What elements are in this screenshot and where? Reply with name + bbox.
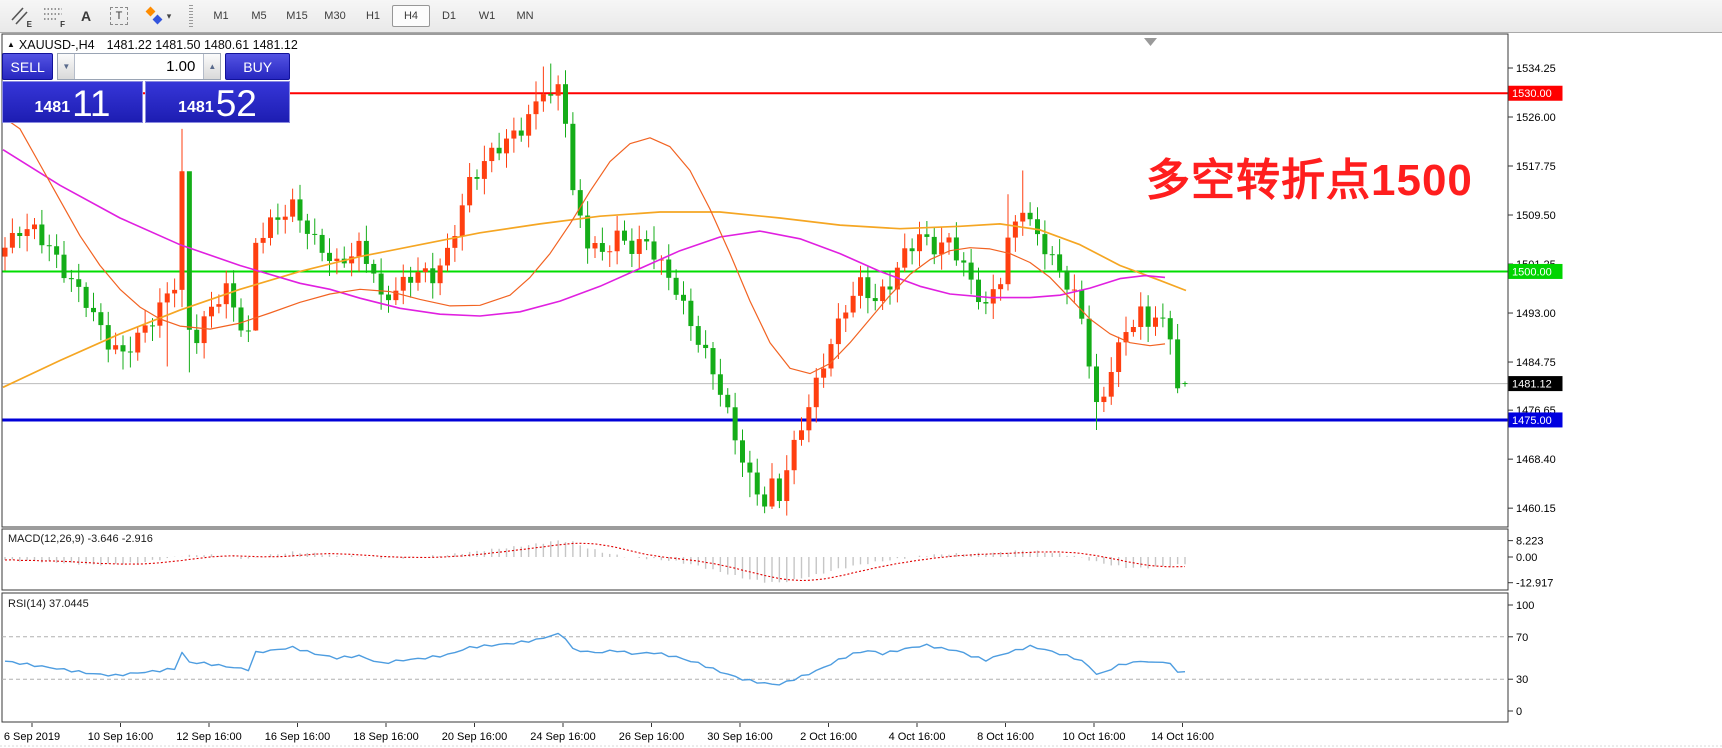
svg-text:1500.00: 1500.00 (1512, 266, 1552, 278)
tf-button-H4[interactable]: H4 (392, 5, 430, 27)
svg-text:8 Oct 16:00: 8 Oct 16:00 (977, 731, 1034, 743)
ma-fast-line (2, 116, 1166, 375)
equidistant-channel-icon[interactable]: E (7, 3, 33, 29)
svg-text:-12.917: -12.917 (1516, 578, 1553, 590)
arrows-shapes-icon[interactable]: ▾ (139, 3, 175, 29)
price-badge-1475.00 (1508, 412, 1563, 428)
svg-text:1534.25: 1534.25 (1516, 63, 1556, 75)
text-icon[interactable]: A (73, 3, 99, 29)
svg-text:100: 100 (1516, 600, 1534, 612)
buy-price-big: 52 (215, 82, 257, 124)
rsi-label: RSI(14) 37.0445 (8, 598, 89, 610)
price-badge-1530.00 (1508, 85, 1563, 101)
sell-price-small: 1481 (34, 99, 71, 116)
text-label-icon[interactable]: T (106, 3, 132, 29)
ohlc-values: 1481.22 1481.50 1480.61 1481.12 (106, 38, 298, 52)
icon-letter-t: T (110, 7, 128, 25)
icon-letter-f: F (60, 20, 65, 29)
macd-signal-line (4, 542, 1186, 582)
svg-text:16 Sep 16:00: 16 Sep 16:00 (265, 731, 330, 743)
tf-button-W1[interactable]: W1 (478, 10, 496, 22)
svg-text:10 Sep 16:00: 10 Sep 16:00 (88, 731, 153, 743)
panel-frames (1, 33, 1509, 723)
tf-button-M15[interactable]: M15 (286, 10, 308, 22)
svg-text:1493.00: 1493.00 (1516, 308, 1556, 320)
candlestick-series (2, 63, 1188, 516)
tf-button-MN[interactable]: MN (516, 10, 534, 22)
tf-button-D1[interactable]: D1 (441, 10, 457, 22)
svg-text:1509.50: 1509.50 (1516, 210, 1556, 222)
svg-text:70: 70 (1516, 632, 1528, 644)
svg-text:1530.00: 1530.00 (1512, 88, 1552, 100)
svg-text:1468.40: 1468.40 (1516, 454, 1556, 466)
rsi-indicator: RSI(14) 37.0445 100 70 30 0 (2, 598, 1534, 718)
svg-text:1460.15: 1460.15 (1516, 503, 1556, 515)
tf-button-H1[interactable]: H1 (365, 10, 381, 22)
macd-label: MACD(12,26,9) -3.646 -2.916 (8, 533, 153, 545)
chevron-down-icon: ▾ (166, 10, 172, 21)
toolbar-drag-handle[interactable] (189, 5, 193, 27)
svg-text:4 Oct 16:00: 4 Oct 16:00 (889, 731, 946, 743)
svg-text:18 Sep 16:00: 18 Sep 16:00 (353, 731, 418, 743)
svg-text:1475.00: 1475.00 (1512, 415, 1552, 427)
one-click-trading-panel: SELL ▼ ▲ BUY 1481 11 1481 52 (2, 53, 290, 123)
svg-text:24 Sep 16:00: 24 Sep 16:00 (530, 731, 595, 743)
date-axis: 6 Sep 2019 10 Sep 16:00 12 Sep 16:00 16 Sep… (0, 723, 1722, 747)
icon-letter-a: A (80, 8, 92, 24)
chart-title: ▲ XAUUSD-,H4 1481.22 1481.50 1480.61 1481.… (7, 38, 298, 52)
svg-text:30: 30 (1516, 674, 1528, 686)
symbol-triangle-icon: ▲ (7, 40, 15, 49)
svg-text:1484.75: 1484.75 (1516, 357, 1556, 369)
sell-price-big: 11 (72, 82, 111, 124)
svg-text:14 Oct 16:00: 14 Oct 16:00 (1151, 731, 1214, 743)
svg-text:12 Sep 16:00: 12 Sep 16:00 (176, 731, 241, 743)
svg-text:10 Oct 16:00: 10 Oct 16:00 (1063, 731, 1126, 743)
horizontal-line-objects (2, 92, 1508, 422)
buy-price-small: 1481 (178, 99, 214, 116)
rsi-line (4, 632, 1186, 686)
icon-letter-e: E (26, 20, 32, 29)
chart-shift-marker (1144, 38, 1157, 46)
volume-input[interactable] (75, 54, 204, 79)
symbol-period: XAUUSD-,H4 (18, 38, 95, 52)
svg-text:8.223: 8.223 (1516, 536, 1544, 548)
toolbar: E F A T ▾ M1 M5 M15 M30 H1 H4 D1 W1 MN (0, 0, 1722, 33)
sell-price-box[interactable]: 1481 11 (2, 81, 144, 124)
volume-decrease-button[interactable]: ▼ (58, 54, 76, 79)
svg-text:30 Sep 16:00: 30 Sep 16:00 (707, 731, 772, 743)
svg-text:1481.12: 1481.12 (1512, 379, 1552, 391)
macd-indicator: MACD(12,26,9) -3.646 -2.916 8.223 0.00 -12.… (4, 533, 1553, 590)
buy-button[interactable]: BUY (225, 53, 290, 80)
timeframe-button-group: M1 M5 M15 M30 H1 H4 D1 W1 MN (202, 5, 544, 27)
tf-button-M30[interactable]: M30 (324, 10, 346, 22)
svg-text:26 Sep 16:00: 26 Sep 16:00 (619, 731, 684, 743)
ma-medium-line (2, 149, 1166, 317)
sell-button[interactable]: SELL (2, 53, 54, 80)
fibonacci-retracement-icon[interactable]: F (40, 3, 66, 29)
svg-text:0: 0 (1516, 706, 1522, 718)
svg-text:0.00: 0.00 (1516, 552, 1537, 564)
buy-price-box[interactable]: 1481 52 (145, 81, 290, 123)
svg-text:6 Sep 2019: 6 Sep 2019 (4, 731, 60, 743)
svg-text:20 Sep 16:00: 20 Sep 16:00 (442, 731, 507, 743)
volume-stepper: ▼ ▲ (57, 53, 222, 80)
tf-button-M5[interactable]: M5 (251, 10, 267, 22)
svg-text:1526.00: 1526.00 (1516, 112, 1556, 124)
price-axis: 1534.251526.001517.751509.501501.251493.… (1508, 63, 1563, 515)
ma-slow-line (2, 211, 1187, 389)
svg-text:1517.75: 1517.75 (1516, 161, 1556, 173)
price-badge-1500.00 (1508, 263, 1563, 279)
chart-text-annotation: 多空转折点1500 (1146, 156, 1473, 205)
tf-button-M1[interactable]: M1 (213, 10, 229, 22)
volume-increase-button[interactable]: ▲ (203, 54, 221, 79)
svg-text:2 Oct 16:00: 2 Oct 16:00 (800, 731, 857, 743)
price-badge-1481.12 (1508, 376, 1563, 392)
